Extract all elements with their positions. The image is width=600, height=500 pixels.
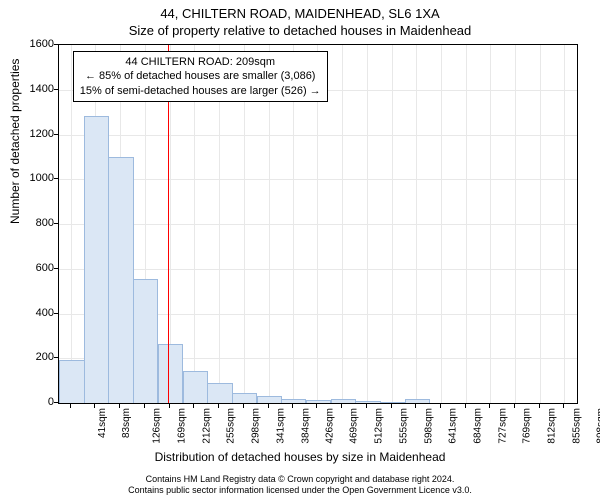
xtick-mark	[514, 404, 515, 408]
ytick-label: 800	[14, 217, 54, 229]
xtick-mark	[70, 404, 71, 408]
xtick-mark	[440, 404, 441, 408]
histogram-bar	[380, 402, 405, 403]
ytick-mark	[54, 44, 58, 45]
xtick-mark	[391, 404, 392, 408]
ytick-label: 1400	[14, 83, 54, 95]
xtick-mark	[489, 404, 490, 408]
xtick-label: 298sqm	[251, 408, 262, 444]
xtick-label: 769sqm	[522, 408, 533, 444]
histogram-bar	[133, 279, 158, 403]
xtick-label: 641sqm	[448, 408, 459, 444]
xtick-label: 212sqm	[201, 408, 212, 444]
plot-area: 44 CHILTERN ROAD: 209sqm ← 85% of detach…	[58, 44, 578, 404]
chart-title-address: 44, CHILTERN ROAD, MAIDENHEAD, SL6 1XA	[0, 0, 600, 21]
ytick-label: 1600	[14, 38, 54, 50]
annotation-line3: 15% of semi-detached houses are larger (…	[80, 84, 321, 98]
xtick-label: 341sqm	[275, 408, 286, 444]
footer-line2: Contains public sector information licen…	[0, 485, 600, 496]
histogram-bar	[59, 360, 84, 404]
xtick-mark	[292, 404, 293, 408]
xtick-label: 469sqm	[349, 408, 360, 444]
ytick-label: 600	[14, 262, 54, 274]
histogram-bar	[232, 393, 257, 403]
ytick-mark	[54, 178, 58, 179]
xtick-mark	[243, 404, 244, 408]
xtick-mark	[144, 404, 145, 408]
xtick-mark	[563, 404, 564, 408]
xtick-mark	[316, 404, 317, 408]
ytick-label: 0	[14, 396, 54, 408]
xtick-mark	[169, 404, 170, 408]
ytick-mark	[54, 89, 58, 90]
xtick-label: 855sqm	[571, 408, 582, 444]
xtick-mark	[465, 404, 466, 408]
histogram-bar	[306, 400, 331, 403]
histogram-bar	[405, 399, 430, 403]
xtick-label: 812sqm	[546, 408, 557, 444]
xtick-label: 41sqm	[97, 408, 108, 438]
histogram-bar	[355, 401, 380, 403]
ytick-mark	[54, 357, 58, 358]
chart-title-sub: Size of property relative to detached ho…	[0, 21, 600, 38]
ytick-label: 400	[14, 307, 54, 319]
xtick-mark	[341, 404, 342, 408]
annotation-line1: 44 CHILTERN ROAD: 209sqm	[80, 55, 321, 69]
ytick-mark	[54, 268, 58, 269]
xtick-mark	[539, 404, 540, 408]
xtick-label: 512sqm	[374, 408, 385, 444]
xtick-mark	[218, 404, 219, 408]
histogram-bar	[84, 116, 109, 403]
footer-attribution: Contains HM Land Registry data © Crown c…	[0, 474, 600, 496]
xtick-label: 598sqm	[423, 408, 434, 444]
xtick-label: 898sqm	[596, 408, 600, 444]
xtick-label: 426sqm	[324, 408, 335, 444]
histogram-bar	[158, 344, 183, 403]
ytick-label: 200	[14, 351, 54, 363]
ytick-mark	[54, 134, 58, 135]
histogram-bar	[257, 396, 282, 403]
gridline-h	[59, 179, 577, 180]
ytick-mark	[54, 313, 58, 314]
ytick-label: 1200	[14, 128, 54, 140]
xtick-label: 255sqm	[226, 408, 237, 444]
xtick-mark	[268, 404, 269, 408]
xtick-label: 126sqm	[152, 408, 163, 444]
xtick-mark	[94, 404, 95, 408]
chart-container: 44, CHILTERN ROAD, MAIDENHEAD, SL6 1XA S…	[0, 0, 600, 500]
gridline-h	[59, 224, 577, 225]
gridline-h	[59, 269, 577, 270]
xtick-mark	[119, 404, 120, 408]
xtick-label: 684sqm	[473, 408, 484, 444]
annotation-box: 44 CHILTERN ROAD: 209sqm ← 85% of detach…	[73, 51, 328, 102]
ytick-mark	[54, 402, 58, 403]
xtick-label: 169sqm	[176, 408, 187, 444]
x-axis-label: Distribution of detached houses by size …	[0, 450, 600, 464]
histogram-bar	[183, 371, 208, 403]
histogram-bar	[108, 157, 133, 403]
histogram-bar	[331, 399, 356, 403]
xtick-label: 555sqm	[399, 408, 410, 444]
histogram-bar	[281, 399, 306, 403]
xtick-label: 384sqm	[300, 408, 311, 444]
xtick-mark	[193, 404, 194, 408]
ytick-mark	[54, 223, 58, 224]
xtick-label: 83sqm	[121, 408, 132, 438]
xtick-mark	[366, 404, 367, 408]
footer-line1: Contains HM Land Registry data © Crown c…	[0, 474, 600, 485]
xtick-mark	[415, 404, 416, 408]
xtick-label: 727sqm	[497, 408, 508, 444]
annotation-line2: ← 85% of detached houses are smaller (3,…	[80, 69, 321, 83]
ytick-label: 1000	[14, 172, 54, 184]
histogram-bar	[207, 383, 232, 403]
gridline-h	[59, 135, 577, 136]
